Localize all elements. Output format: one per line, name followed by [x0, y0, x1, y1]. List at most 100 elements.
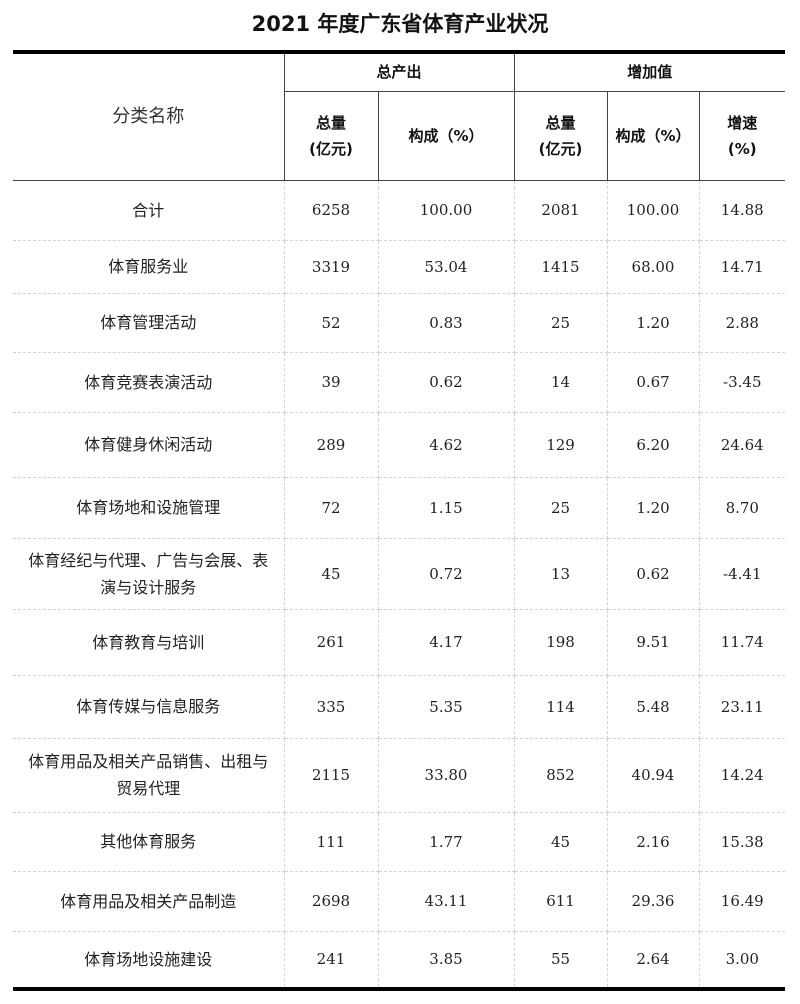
va-growth-cell: -4.41	[698, 537, 786, 610]
va-total-cell: 1415	[513, 239, 608, 294]
category-name-cell: 其他体育服务	[13, 811, 285, 872]
va-share-cell: 100.00	[606, 179, 700, 241]
output-share-cell: 3.85	[377, 930, 515, 989]
output-total-cell: 45	[283, 537, 379, 610]
category-name-cell: 体育经纪与代理、广告与会展、表演与设计服务	[13, 537, 285, 610]
va-total-cell: 852	[513, 737, 608, 813]
output-total-cell: 72	[283, 476, 379, 539]
header-total-output: 总产出	[283, 51, 515, 92]
va-share-cell: 1.20	[606, 476, 700, 539]
category-name-cell: 体育健身休闲活动	[13, 411, 285, 478]
va-total-cell: 25	[513, 476, 608, 539]
output-share-cell: 5.35	[377, 674, 515, 739]
va-total-cell: 14	[513, 351, 608, 413]
va-total-cell: 2081	[513, 179, 608, 241]
va-growth-cell: 16.49	[698, 870, 786, 932]
va-growth-cell: 14.24	[698, 737, 786, 813]
page-title: 2021 年度广东省体育产业状况	[251, 12, 549, 36]
output-total-cell: 2698	[283, 870, 379, 932]
va-total-cell: 611	[513, 870, 608, 932]
va-growth-cell: 24.64	[698, 411, 786, 478]
va-share-cell: 29.36	[606, 870, 700, 932]
category-name-cell: 体育管理活动	[13, 292, 285, 353]
header-va-share: 构成（%）	[606, 90, 700, 181]
table-row: 体育教育与培训 261 4.17 198 9.51 11.74	[13, 608, 786, 676]
output-total-cell: 2115	[283, 737, 379, 813]
va-share-cell: 1.20	[606, 292, 700, 353]
va-total-cell: 114	[513, 674, 608, 739]
va-growth-cell: 8.70	[698, 476, 786, 539]
header-output-total: 总量 (亿元)	[284, 90, 379, 181]
category-name-cell: 体育场地和设施管理	[13, 476, 285, 539]
va-share-cell: 2.64	[606, 930, 700, 989]
output-share-cell: 33.80	[377, 737, 515, 813]
output-share-cell: 0.62	[377, 351, 515, 413]
va-growth-cell: 3.00	[698, 930, 786, 989]
output-total-cell: 52	[283, 292, 379, 353]
table-row: 体育用品及相关产品制造 2698 43.11 611 29.36 16.49	[13, 870, 786, 932]
table-row: 体育服务业 3319 53.04 1415 68.00 14.71	[13, 239, 786, 294]
output-share-cell: 4.62	[377, 411, 515, 478]
va-growth-cell: -3.45	[698, 351, 786, 413]
header-output-share: 构成（%）	[377, 90, 515, 181]
table-row: 体育健身休闲活动 289 4.62 129 6.20 24.64	[13, 411, 786, 478]
category-name-cell: 体育竞赛表演活动	[13, 351, 285, 413]
va-total-cell: 198	[513, 608, 608, 676]
category-name-cell: 体育场地设施建设	[13, 930, 285, 989]
category-name-cell: 体育教育与培训	[13, 608, 285, 676]
va-share-cell: 6.20	[606, 411, 700, 478]
output-share-cell: 1.15	[377, 476, 515, 539]
va-growth-cell: 14.71	[698, 239, 786, 294]
va-share-cell: 0.62	[606, 537, 700, 610]
output-share-cell: 4.17	[377, 608, 515, 676]
table-row: 体育用品及相关产品销售、出租与贸易代理 2115 33.80 852 40.94 14.2…	[13, 737, 786, 813]
table-row: 合计 6258 100.00 2081 100.00 14.88	[13, 179, 786, 241]
sports-industry-table: 分类名称 总产出 增加值 总量 (亿元) 构成（%） 总量 (亿元) 构成（%）…	[13, 50, 786, 991]
category-name-cell: 体育传媒与信息服务	[13, 674, 285, 739]
output-share-cell: 43.11	[377, 870, 515, 932]
table-row: 体育场地和设施管理 72 1.15 25 1.20 8.70	[13, 476, 786, 539]
table-row: 其他体育服务 111 1.77 45 2.16 15.38	[13, 811, 786, 872]
output-share-cell: 0.83	[377, 292, 515, 353]
output-share-cell: 0.72	[377, 537, 515, 610]
table-row: 体育管理活动 52 0.83 25 1.20 2.88	[13, 292, 786, 353]
output-total-cell: 111	[283, 811, 379, 872]
table-row: 体育场地设施建设 241 3.85 55 2.64 3.00	[13, 930, 786, 989]
output-total-cell: 39	[283, 351, 379, 413]
va-share-cell: 40.94	[606, 737, 700, 813]
output-total-cell: 3319	[283, 239, 379, 294]
category-name-cell: 体育用品及相关产品制造	[13, 870, 285, 932]
va-growth-cell: 23.11	[698, 674, 786, 739]
va-share-cell: 2.16	[606, 811, 700, 872]
header-va-total: 总量 (亿元)	[513, 90, 608, 181]
table-row: 体育经纪与代理、广告与会展、表演与设计服务 45 0.72 13 0.62 -4.41	[13, 537, 786, 610]
va-total-cell: 25	[513, 292, 608, 353]
output-total-cell: 241	[283, 930, 379, 989]
va-total-cell: 129	[513, 411, 608, 478]
output-share-cell: 100.00	[377, 179, 515, 241]
header-va-growth: 增速 (%)	[698, 90, 786, 181]
va-growth-cell: 2.88	[698, 292, 786, 353]
output-share-cell: 53.04	[377, 239, 515, 294]
va-share-cell: 0.67	[606, 351, 700, 413]
output-total-cell: 6258	[283, 179, 379, 241]
category-name-cell: 体育服务业	[13, 239, 285, 294]
category-name-cell: 体育用品及相关产品销售、出租与贸易代理	[13, 737, 285, 813]
va-growth-cell: 11.74	[698, 608, 786, 676]
va-growth-cell: 14.88	[698, 179, 786, 241]
va-share-cell: 68.00	[606, 239, 700, 294]
output-total-cell: 335	[283, 674, 379, 739]
output-share-cell: 1.77	[377, 811, 515, 872]
header-category: 分类名称	[13, 51, 285, 181]
output-total-cell: 261	[283, 608, 379, 676]
table-row: 体育竞赛表演活动 39 0.62 14 0.67 -3.45	[13, 351, 786, 413]
category-name-cell: 合计	[13, 179, 285, 241]
va-total-cell: 45	[513, 811, 608, 872]
header-value-added: 增加值	[513, 51, 786, 92]
output-total-cell: 289	[283, 411, 379, 478]
va-total-cell: 55	[513, 930, 608, 989]
va-share-cell: 5.48	[606, 674, 700, 739]
va-share-cell: 9.51	[606, 608, 700, 676]
va-growth-cell: 15.38	[698, 811, 786, 872]
va-total-cell: 13	[513, 537, 608, 610]
